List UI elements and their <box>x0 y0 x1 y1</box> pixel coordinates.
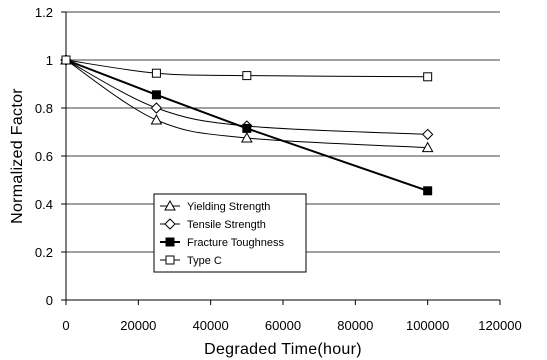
legend-marker-0 <box>164 199 176 211</box>
legend-label-2: Fracture Toughness <box>187 237 285 249</box>
x-tick-label-6: 120000 <box>478 318 521 333</box>
series-line-2 <box>65 59 428 192</box>
point-1-3 <box>421 128 434 141</box>
point-0-3 <box>421 141 434 153</box>
y-tick-labels: 0 0.2 0.4 0.6 0.8 1 1.2 <box>35 5 53 308</box>
point-2-2 <box>242 123 252 133</box>
point-3-1 <box>151 68 161 78</box>
y-axis-title: Normalized Factor <box>9 88 26 224</box>
y-tick-label-4: 0.8 <box>35 101 53 116</box>
y-tick-label-1: 0.2 <box>35 245 53 260</box>
x-tick-label-1: 20000 <box>120 318 156 333</box>
y-tick-label-6: 1.2 <box>35 5 53 20</box>
legend-label-1: Tensile Strength <box>187 219 266 231</box>
point-1-1 <box>150 102 163 114</box>
series-line-1 <box>65 59 428 135</box>
x-tick-label-4: 80000 <box>337 318 373 333</box>
x-tick-label-2: 40000 <box>193 318 229 333</box>
gridlines <box>66 11 500 253</box>
point-0-1 <box>150 113 163 125</box>
y-tick-label-5: 1 <box>46 53 53 68</box>
x-tick-label-5: 100000 <box>406 318 449 333</box>
point-2-1 <box>151 90 161 100</box>
legend-marker-2 <box>165 237 175 247</box>
y-tick-label-0: 0 <box>46 293 53 308</box>
series-line-0 <box>65 59 428 149</box>
series-line-3 <box>65 59 428 78</box>
x-tick-labels: 0 20000 40000 60000 80000 100000 120000 <box>62 318 521 333</box>
point-3-3 <box>423 72 433 82</box>
x-tick-label-0: 0 <box>62 318 69 333</box>
point-0-2 <box>240 131 253 143</box>
point-3-0 <box>61 55 71 65</box>
legend: Yielding Strength Tensile Strength Fractur… <box>153 193 307 273</box>
point-2-3 <box>423 186 433 196</box>
point-3-2 <box>242 71 252 81</box>
series-3 <box>61 55 433 82</box>
legend-marker-1 <box>164 218 176 230</box>
legend-label-0: Yielding Strength <box>187 201 270 213</box>
legend-marker-3 <box>165 255 175 265</box>
y-tick-label-3: 0.6 <box>35 149 53 164</box>
series-layer <box>60 53 434 196</box>
y-tick-label-2: 0.4 <box>35 197 53 212</box>
series-0 <box>60 53 434 153</box>
legend-label-3: Type C <box>187 255 222 267</box>
x-axis-title: Degraded Time(hour) <box>204 341 362 358</box>
legend-box <box>153 193 307 273</box>
x-tick-label-3: 60000 <box>265 318 301 333</box>
